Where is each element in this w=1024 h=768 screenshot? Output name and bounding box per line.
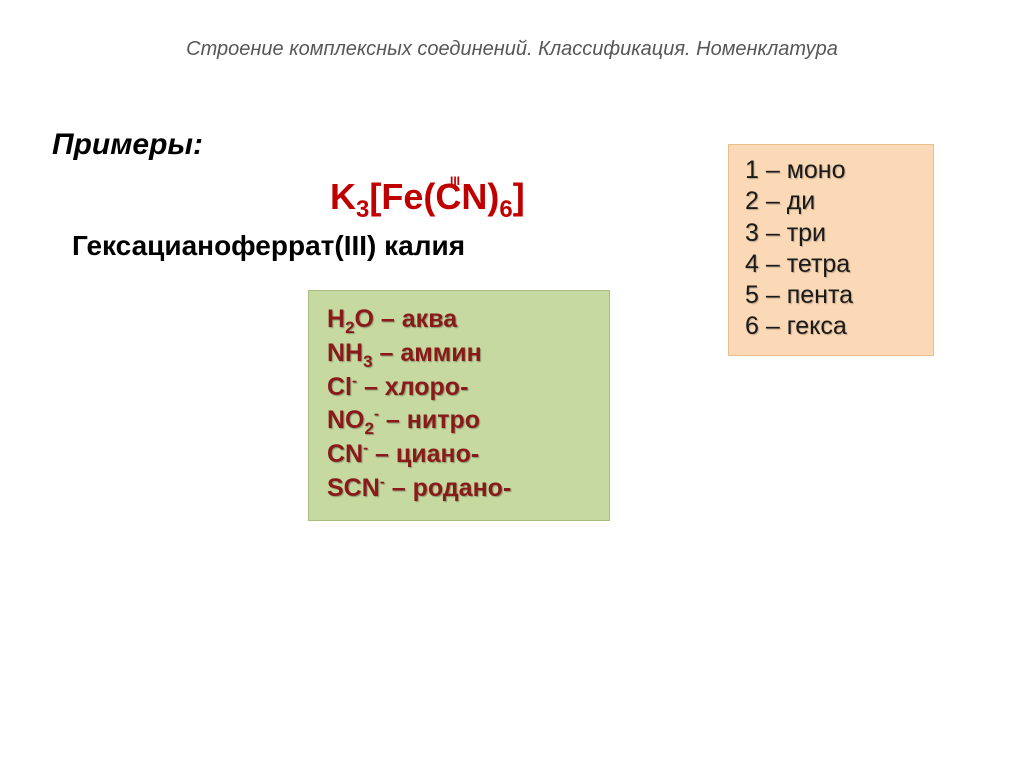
examples-label: Примеры: [52, 128, 203, 162]
oxidation-state: III [450, 174, 460, 188]
slide-title: Строение комплексных соединений. Классиф… [0, 38, 1024, 61]
ligand-line: H2O – аква [327, 303, 591, 337]
formula-block: III K3[Fe(CN)6] [330, 176, 525, 218]
chemical-formula: K3[Fe(CN)6] [330, 176, 525, 217]
ligand-line: CN- – циано- [327, 438, 591, 472]
ligand-line: Cl- – хлоро- [327, 371, 591, 405]
prefix-line: 1 – моно [745, 155, 917, 186]
prefix-line: 2 – ди [745, 186, 917, 217]
prefix-line: 5 – пента [745, 280, 917, 311]
compound-name: Гексацианоферрат(III) калия [72, 230, 465, 262]
prefix-line: 4 – тетра [745, 249, 917, 280]
ligand-box: H2O – аква NH3 – аммин Cl- – хлоро- NO2-… [308, 290, 610, 521]
prefix-line: 3 – три [745, 218, 917, 249]
ligand-line: SCN- – родано- [327, 472, 591, 506]
ligand-line: NO2- – нитро [327, 404, 591, 438]
prefix-box: 1 – моно 2 – ди 3 – три 4 – тетра 5 – пе… [728, 144, 934, 356]
ligand-line: NH3 – аммин [327, 337, 591, 371]
prefix-line: 6 – гекса [745, 311, 917, 342]
